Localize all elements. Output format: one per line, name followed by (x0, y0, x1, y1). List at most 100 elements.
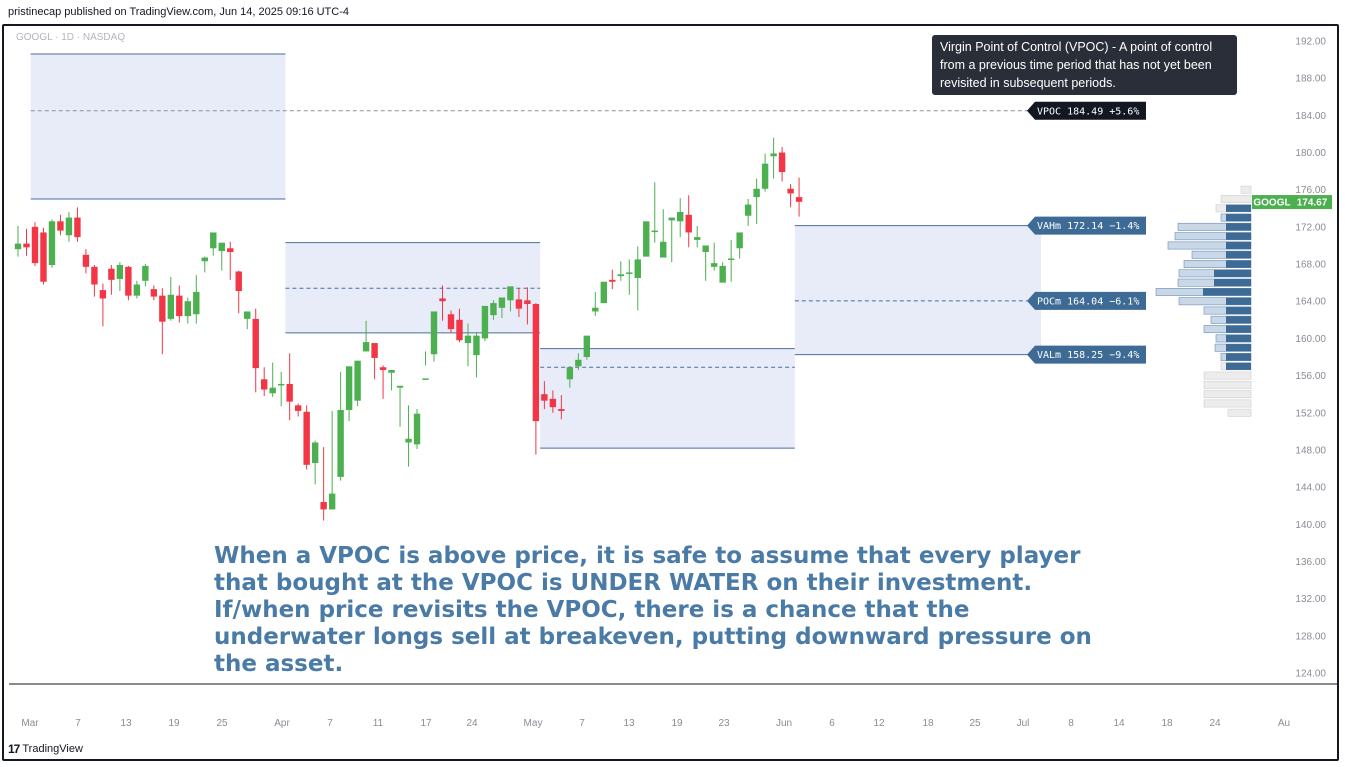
volume-bar-buy (1214, 279, 1251, 287)
candle-body (541, 394, 548, 401)
candle-body (507, 286, 514, 301)
x-axis-tick-label: 17 (420, 718, 432, 729)
volume-bar-buy (1226, 232, 1251, 240)
chart-frame (2, 24, 1339, 761)
y-axis-tick-label: 176.00 (1295, 185, 1326, 196)
volume-bar-buy (1226, 213, 1251, 222)
commentary-text: When a VPOC is above price, it is safe t… (214, 543, 1092, 677)
level-label-bg (1027, 345, 1146, 364)
candle-body (430, 311, 438, 355)
candle-body (99, 290, 107, 299)
volume-profile-box (540, 348, 795, 449)
x-axis-tick-label: 18 (922, 718, 934, 729)
x-axis-tick-label: 13 (623, 718, 635, 729)
candle-body (575, 359, 582, 367)
y-axis-tick-label: 156.00 (1295, 371, 1326, 382)
volume-bar (1227, 408, 1252, 417)
x-axis-tick-label: Mar (21, 718, 39, 729)
candle-body (685, 214, 692, 233)
x-axis-tick-label: 6 (829, 718, 835, 729)
tradingview-logo-text: TradingView (22, 743, 83, 755)
y-axis-tick-label: 136.00 (1295, 557, 1326, 568)
x-axis-tick-label: 24 (1209, 718, 1221, 729)
candle-body (761, 163, 769, 189)
candle-body (354, 360, 361, 401)
x-axis-tick-label: 23 (718, 718, 730, 729)
candle-body (694, 237, 701, 240)
volume-bar-buy (1226, 251, 1251, 259)
y-axis-tick-label: 144.00 (1295, 483, 1326, 494)
candle-body (294, 405, 302, 411)
volume-bar-buy (1226, 334, 1251, 343)
y-axis-tick-label: 160.00 (1295, 334, 1326, 345)
volume-bar-buy (1226, 344, 1251, 352)
candle-body (787, 188, 794, 194)
candle-body (795, 197, 803, 202)
candle-body (532, 304, 540, 422)
level-label-bg (1027, 216, 1146, 235)
level-label-bg (1027, 101, 1146, 120)
candle-body (396, 385, 404, 388)
x-axis: Mar 7 13 19 25 Apr 7 11 17 24 May 7 13 19 23 Jun 6 12 18 25… (21, 718, 1290, 729)
volume-bar-buy (1226, 325, 1251, 333)
level-label-vahm: VAHm 172.14 −1.4% (1037, 221, 1139, 232)
candle-body (515, 299, 523, 309)
candle-body (150, 289, 158, 297)
y-axis: 192.00 188.00 184.00 180.00 176.00 172.00 168.… (1252, 37, 1332, 680)
volume-bar-buy (1226, 306, 1251, 315)
candle-body (159, 295, 166, 322)
volume-bar-buy (1226, 316, 1251, 324)
candle-body (65, 217, 73, 236)
y-axis-tick-label: 128.00 (1295, 631, 1326, 642)
volume-bar (1203, 399, 1252, 408)
tradingview-logo[interactable]: 17 TradingView (8, 742, 83, 756)
x-axis-tick-label: 19 (671, 718, 683, 729)
candle-body (193, 291, 200, 315)
candle-body (660, 241, 667, 258)
candle-body (48, 221, 56, 265)
candle-body (753, 188, 760, 198)
candle-body (82, 254, 90, 267)
candle-body (719, 265, 726, 283)
price-tag-symbol-bg (1252, 195, 1292, 210)
volume-bar-buy (1226, 260, 1251, 268)
x-axis-tick-label: 7 (75, 718, 81, 729)
candle-body (91, 266, 98, 285)
level-label-pocm: POCm 164.04 −6.1% (1037, 296, 1139, 307)
vpoc-definition-note: Virgin Point of Control (VPOC) - A point… (932, 35, 1237, 95)
price-tag-value-bg (1292, 195, 1332, 210)
x-axis-tick-label: Jul (1017, 718, 1030, 729)
x-axis-tick-label: 14 (1113, 718, 1125, 729)
x-axis-tick-label: May (524, 718, 543, 729)
candle-body (311, 442, 319, 463)
x-axis-tick-label: 24 (466, 718, 478, 729)
candle-body (473, 335, 480, 356)
candle-body (549, 398, 557, 408)
volume-bar (1203, 371, 1252, 380)
candle-body (125, 266, 132, 296)
y-axis-tick-label: 148.00 (1295, 445, 1326, 456)
candle-body (218, 242, 225, 252)
volume-bar-buy (1226, 204, 1251, 212)
y-axis-tick-label: 188.00 (1295, 74, 1326, 85)
price-tag-symbol: GOOGL (1253, 198, 1290, 209)
candle-body (668, 217, 675, 221)
y-axis-tick-label: 180.00 (1295, 148, 1326, 159)
candle-body (269, 387, 276, 394)
candle-body (108, 268, 115, 280)
candle-body (362, 342, 370, 352)
candle-body (201, 257, 208, 262)
candle-body (626, 272, 633, 274)
candle-body (227, 248, 234, 252)
volume-bar (1203, 380, 1252, 389)
candle-body (210, 232, 217, 249)
y-axis-tick-label: 168.00 (1295, 260, 1326, 271)
candle-body (252, 318, 259, 369)
candle-body (490, 303, 497, 316)
candle-body (634, 259, 641, 278)
x-axis-tick-label: 11 (373, 718, 384, 729)
candle-body (303, 411, 310, 465)
volume-bar-buy (1226, 241, 1251, 250)
candles (14, 137, 803, 521)
